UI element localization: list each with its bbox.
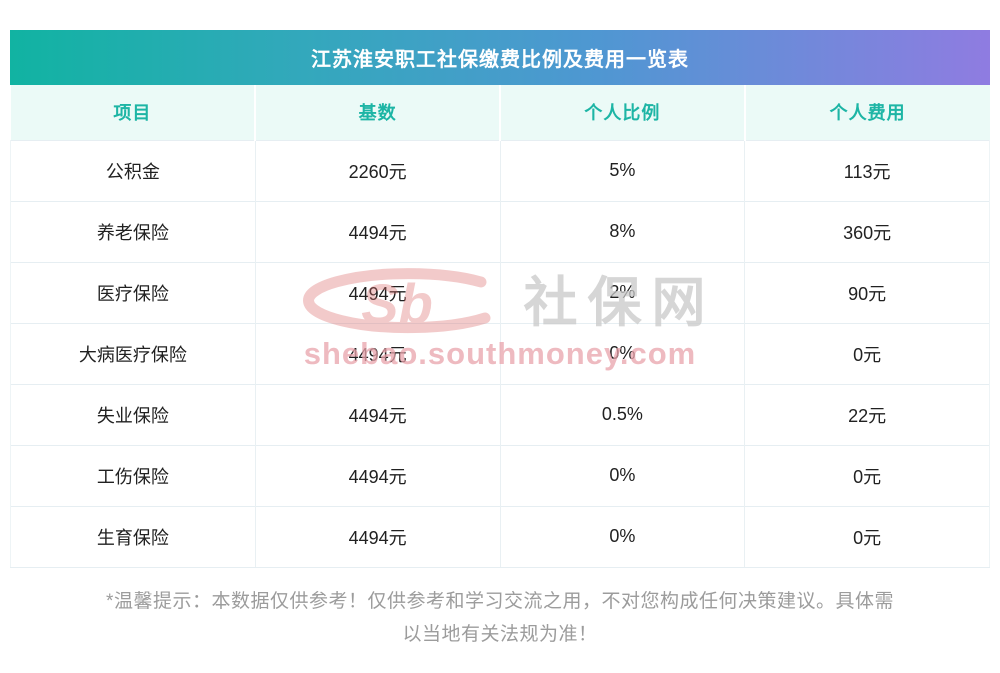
table-cell: 4494元 <box>255 200 501 262</box>
column-header-personal-fee: 个人费用 <box>744 85 990 140</box>
table-cell: 0% <box>500 322 746 384</box>
table-row: 养老保险 4494元 8% 360元 <box>10 200 990 262</box>
table-cell: 90元 <box>744 261 990 323</box>
page-title: 江苏淮安职工社保缴费比例及费用一览表 <box>311 49 689 71</box>
column-header-base: 基数 <box>255 85 501 140</box>
table-cell: 8% <box>500 200 746 262</box>
table-cell: 0元 <box>744 322 990 384</box>
table-row: 公积金 2260元 5% 113元 <box>10 139 990 201</box>
rate-table-container: 江苏淮安职工社保缴费比例及费用一览表 项目 基数 个人比例 个人费用 公积金 22… <box>10 30 990 568</box>
table-row: 失业保险 4494元 0.5% 22元 <box>10 383 990 445</box>
table-cell: 0% <box>500 505 746 568</box>
table-cell: 4494元 <box>255 322 501 384</box>
disclaimer-note: *温馨提示：本数据仅供参考！仅供参考和学习交流之用，不对您构成任何决策建议。具体… <box>0 585 1000 651</box>
table-row: 医疗保险 4494元 2% 90元 <box>10 261 990 323</box>
table-header: 项目 基数 个人比例 个人费用 <box>10 85 990 140</box>
table-cell: 5% <box>500 139 746 201</box>
table-row: 生育保险 4494元 0% 0元 <box>10 505 990 568</box>
table-cell: 4494元 <box>255 444 501 506</box>
column-header-personal-rate: 个人比例 <box>500 85 746 140</box>
table-cell: 失业保险 <box>10 383 256 445</box>
table-cell: 0元 <box>744 505 990 568</box>
table-cell: 医疗保险 <box>10 261 256 323</box>
table-cell: 113元 <box>744 139 990 201</box>
table-cell: 养老保险 <box>10 200 256 262</box>
table-cell: 2% <box>500 261 746 323</box>
table-cell: 公积金 <box>10 139 256 201</box>
disclaimer-line-1: *温馨提示：本数据仅供参考！仅供参考和学习交流之用，不对您构成任何决策建议。具体… <box>106 591 894 612</box>
table-cell: 22元 <box>744 383 990 445</box>
table-cell: 4494元 <box>255 383 501 445</box>
table-row: 工伤保险 4494元 0% 0元 <box>10 444 990 506</box>
table-cell: 4494元 <box>255 261 501 323</box>
column-header-item: 项目 <box>10 85 257 140</box>
table-title-bar: 江苏淮安职工社保缴费比例及费用一览表 <box>10 30 990 85</box>
disclaimer-line-2: 以当地有关法规为准！ <box>402 624 598 645</box>
social-insurance-table: 项目 基数 个人比例 个人费用 公积金 2260元 5% 113元 养老保险 4494元 8… <box>10 85 990 568</box>
table-cell: 0% <box>500 444 746 506</box>
table-cell: 4494元 <box>255 505 501 568</box>
table-body: 公积金 2260元 5% 113元 养老保险 4494元 8% 360元 医疗保险 4494元 2%… <box>10 139 990 568</box>
table-cell: 360元 <box>744 200 990 262</box>
table-cell: 0元 <box>744 444 990 506</box>
table-cell: 大病医疗保险 <box>10 322 256 384</box>
table-cell: 生育保险 <box>10 505 256 568</box>
table-cell: 工伤保险 <box>10 444 256 506</box>
table-header-row: 项目 基数 个人比例 个人费用 <box>10 85 990 140</box>
table-cell: 0.5% <box>500 383 746 445</box>
table-cell: 2260元 <box>255 139 501 201</box>
table-row: 大病医疗保险 4494元 0% 0元 <box>10 322 990 384</box>
